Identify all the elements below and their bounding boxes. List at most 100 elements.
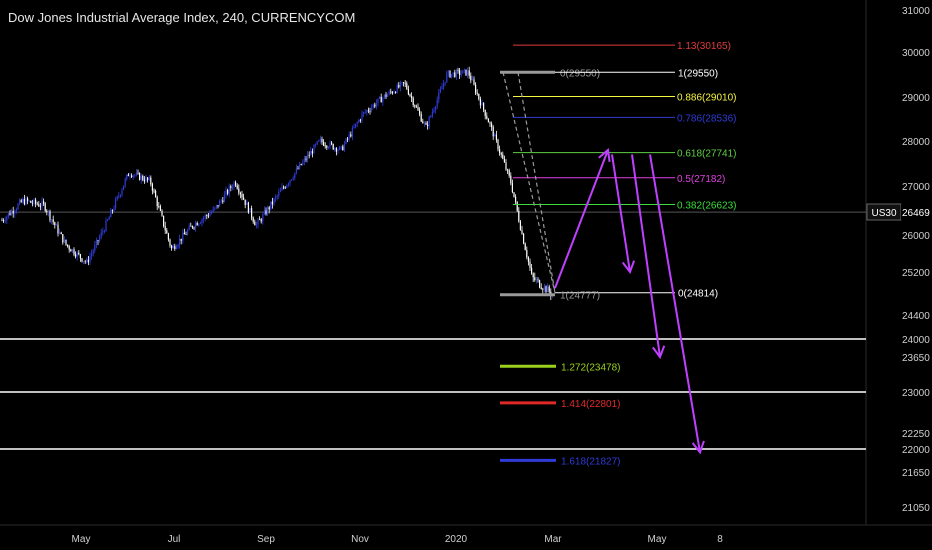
- candle-body: [390, 91, 392, 93]
- candle-body: [268, 207, 270, 210]
- candle-body: [52, 219, 54, 223]
- candle-body: [151, 184, 153, 191]
- candle-body: [223, 194, 225, 202]
- candle-body: [159, 206, 161, 211]
- candle-body: [271, 201, 273, 205]
- candle-body: [179, 238, 181, 245]
- candle-body: [447, 71, 449, 74]
- candle-body: [57, 224, 59, 234]
- candle-body: [267, 207, 269, 215]
- candle-body: [38, 204, 40, 207]
- candle-body: [174, 245, 176, 250]
- candle-body: [254, 221, 256, 226]
- candle-body: [220, 200, 222, 202]
- candle-body: [294, 172, 296, 178]
- candle-body: [55, 224, 57, 226]
- candle-body: [539, 280, 541, 288]
- candle-body: [193, 227, 195, 229]
- candle-body: [486, 116, 488, 119]
- candle-body: [446, 73, 448, 83]
- candle-body: [148, 177, 150, 180]
- candle-body: [510, 175, 512, 184]
- fib-label: 0.382(26623): [677, 200, 737, 211]
- candle-body: [414, 105, 416, 107]
- y-tick-label: 29000: [902, 93, 930, 104]
- candle-body: [523, 233, 525, 244]
- candle-body: [505, 162, 507, 170]
- candle-body: [358, 119, 360, 123]
- candle-body: [156, 197, 158, 207]
- candle-body: [145, 177, 147, 182]
- candle-body: [73, 249, 75, 255]
- candle-body: [291, 179, 293, 181]
- candle-body: [15, 209, 17, 212]
- candle-body: [526, 250, 528, 258]
- candle-body: [126, 174, 128, 180]
- candle-body: [329, 142, 331, 148]
- candle-body: [406, 83, 408, 90]
- candle-body: [327, 147, 329, 149]
- candle-body: [409, 94, 411, 96]
- candle-body: [422, 121, 424, 124]
- candle-body: [489, 122, 491, 124]
- candle-body: [278, 192, 280, 196]
- candle-body: [495, 134, 497, 140]
- candle-body: [529, 261, 531, 269]
- projection-arrow: [554, 149, 609, 289]
- candle-body: [265, 210, 267, 215]
- candle-body: [513, 192, 515, 197]
- candle-body: [94, 244, 96, 251]
- candle-body: [516, 201, 518, 211]
- candle-body: [121, 189, 123, 195]
- candle-body: [332, 144, 334, 150]
- candle-body: [142, 176, 144, 180]
- candle-body: [300, 163, 302, 165]
- fib-label: 0.5(27182): [677, 174, 725, 185]
- candle-body: [11, 210, 13, 215]
- candle-body: [473, 79, 475, 85]
- candle-body: [543, 286, 545, 290]
- candle-body: [471, 79, 473, 81]
- candle-body: [476, 92, 478, 94]
- candle-body: [479, 98, 481, 106]
- candle-body: [67, 244, 69, 247]
- candle-body: [147, 177, 149, 180]
- candle-body: [315, 144, 317, 146]
- candle-body: [366, 110, 368, 113]
- candle-body: [43, 201, 45, 204]
- candle-body: [361, 113, 363, 121]
- candle-body: [299, 163, 301, 169]
- candle-body: [470, 75, 472, 81]
- candle-body: [502, 154, 504, 159]
- fib-label: 0.886(29010): [677, 93, 737, 104]
- y-tick-label: 31000: [902, 6, 930, 17]
- y-tick-label: 22250: [902, 429, 930, 440]
- x-tick-label: 2020: [445, 534, 468, 545]
- candle-body: [12, 210, 14, 214]
- candle-body: [28, 200, 30, 202]
- candle-body: [92, 250, 94, 254]
- candle-body: [196, 222, 198, 226]
- candle-body: [87, 259, 89, 263]
- candle-body: [230, 186, 232, 188]
- candle-body: [235, 182, 237, 186]
- candle-body: [182, 232, 184, 241]
- candle-body: [375, 103, 377, 107]
- candle-body: [428, 117, 430, 127]
- candle-body: [214, 207, 216, 209]
- candle-body: [462, 70, 464, 74]
- candle-body: [22, 198, 24, 203]
- candle-body: [84, 261, 86, 263]
- candle-body: [537, 279, 539, 281]
- candle-body: [449, 71, 451, 78]
- candle-body: [25, 198, 27, 205]
- candle-body: [172, 245, 174, 249]
- candle-body: [163, 215, 165, 227]
- candle-body: [255, 224, 257, 226]
- candle-body: [139, 173, 141, 180]
- candle-body: [71, 249, 73, 252]
- candle-body: [263, 210, 265, 215]
- candle-body: [166, 230, 168, 234]
- candle-body: [425, 123, 427, 125]
